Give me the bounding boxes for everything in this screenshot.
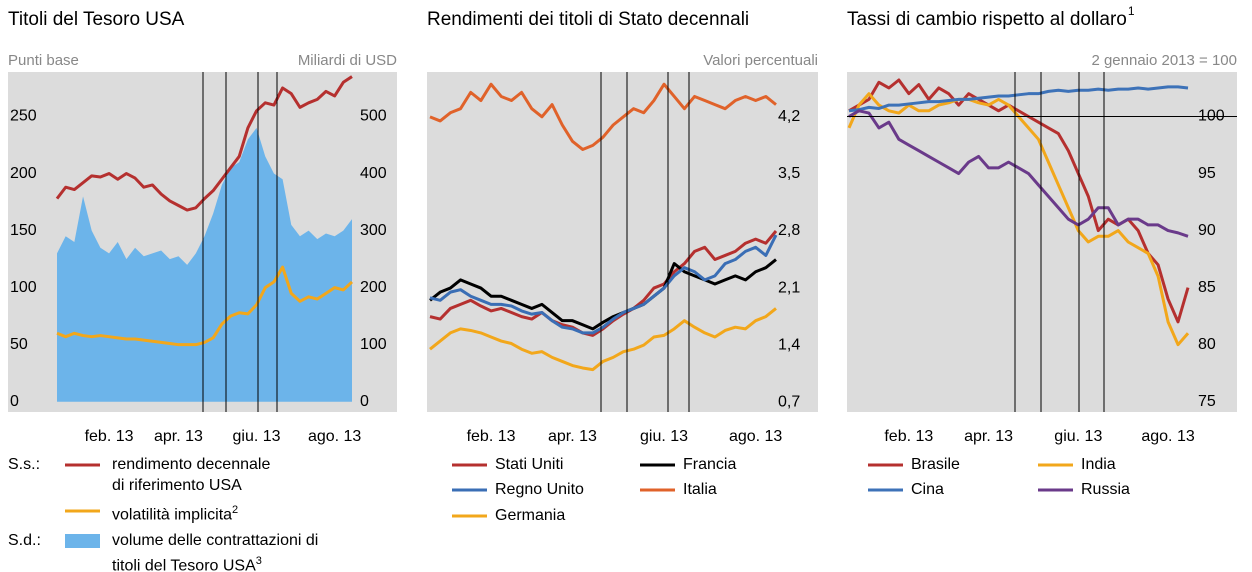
legend-entry: India xyxy=(1081,454,1221,475)
legend-entry: volume delle contrattazioni di titoli de… xyxy=(112,530,337,572)
y-axis-label: Valori percentuali xyxy=(703,52,818,69)
x-tick-label: apr. 13 xyxy=(548,428,597,445)
x-tick-label: apr. 13 xyxy=(154,428,203,445)
chart-title: Rendimenti dei titoli di Stato decennali xyxy=(427,9,749,30)
legend-text: rendimento decennale di riferimento USA xyxy=(112,454,287,496)
y-tick-label: 90 xyxy=(1198,222,1216,239)
legend-entry: rendimento decennale di riferimento USA xyxy=(112,454,287,496)
x-tick-label: apr. 13 xyxy=(964,428,1013,445)
legend-text: Cina xyxy=(911,479,1051,500)
legend-text: Germania xyxy=(495,505,635,526)
legend-text: volume delle contrattazioni di titoli de… xyxy=(112,530,337,572)
y2-tick-label: 400 xyxy=(360,165,387,182)
y-tick-label: 80 xyxy=(1198,336,1216,353)
legend-entry: Russia xyxy=(1081,479,1221,500)
legend-entry: volatilità implicita2 xyxy=(112,500,332,525)
y2-tick-label: 200 xyxy=(360,279,387,296)
y-tick-label: 75 xyxy=(1198,393,1216,410)
x-tick-label: feb. 13 xyxy=(467,428,516,445)
legend-label: rendimento decennale di riferimento USA xyxy=(112,456,271,494)
line xyxy=(429,307,777,372)
legend-note: 2 xyxy=(232,504,239,516)
legend-label: India xyxy=(1081,456,1116,473)
legend-entry: Francia xyxy=(683,454,823,475)
legend-group-label: S.s.: xyxy=(8,456,40,473)
legend-swatch xyxy=(65,534,100,548)
y-tick-label: 95 xyxy=(1198,165,1216,182)
chart-title: Titoli del Tesoro USA xyxy=(8,9,185,30)
legend-text: Regno Unito xyxy=(495,479,635,500)
x-tick-label: feb. 13 xyxy=(884,428,933,445)
legend-text: Italia xyxy=(683,479,823,500)
line xyxy=(848,78,1190,324)
title-note: 1 xyxy=(1128,4,1135,18)
legend-text: volatilità implicita2 xyxy=(112,500,332,525)
y-tick-label: 100 xyxy=(10,279,37,296)
y-tick-label: 0 xyxy=(10,393,19,410)
legend-entry: Brasile xyxy=(911,454,1051,475)
line xyxy=(429,82,777,151)
legend-label: volatilità implicita xyxy=(112,506,233,524)
legend-label: Cina xyxy=(911,481,944,498)
legend-text: Brasile xyxy=(911,454,1051,475)
legend-label: Russia xyxy=(1081,481,1130,498)
chart-title: Tassi di cambio rispetto al dollaro xyxy=(847,9,1127,30)
y2-tick-label: 100 xyxy=(360,336,387,353)
y-axis-label: 2 gennaio 2013 = 100 xyxy=(1091,52,1237,69)
legend-label: volume delle contrattazioni di titoli de… xyxy=(112,532,319,572)
legend-entry: Cina xyxy=(911,479,1051,500)
y2-tick-label: 500 xyxy=(360,108,387,125)
y-tick-label: 150 xyxy=(10,222,37,239)
area xyxy=(57,127,352,402)
legend-group-label: S.d.: xyxy=(8,532,41,549)
line xyxy=(429,258,777,331)
x-tick-label: ago. 13 xyxy=(1141,428,1194,445)
x-tick-label: ago. 13 xyxy=(729,428,782,445)
legend-label: Italia xyxy=(683,481,717,498)
y-axis-label: Punti base xyxy=(8,52,79,69)
legend-entry: Germania xyxy=(495,505,635,526)
y2-axis-label: Miliardi di USD xyxy=(298,52,397,69)
y2-tick-label: 0 xyxy=(360,393,369,410)
legend-text: Francia xyxy=(683,454,823,475)
legend-label: Brasile xyxy=(911,456,960,473)
x-tick-label: giu. 13 xyxy=(640,428,688,445)
plot-background xyxy=(427,72,818,412)
y-tick-label: 85 xyxy=(1198,279,1216,296)
x-tick-label: feb. 13 xyxy=(85,428,134,445)
legend-entry: Italia xyxy=(683,479,823,500)
legend-label: Regno Unito xyxy=(495,481,584,498)
y-tick-label: 1,4 xyxy=(778,336,800,353)
legend-entry: Regno Unito xyxy=(495,479,635,500)
y-tick-label: 50 xyxy=(10,336,28,353)
line xyxy=(55,75,353,212)
legend-text: India xyxy=(1081,454,1221,475)
line xyxy=(56,265,354,347)
legend-note: 3 xyxy=(255,555,262,567)
x-tick-label: giu. 13 xyxy=(233,428,281,445)
y-tick-label: 2,1 xyxy=(778,279,800,296)
line xyxy=(429,234,778,335)
legend-text: Stati Uniti xyxy=(495,454,635,475)
y2-tick-label: 300 xyxy=(360,222,387,239)
legend-label: Germania xyxy=(495,507,566,524)
plot-background xyxy=(847,72,1237,412)
legend-entry: Stati Uniti xyxy=(495,454,635,475)
line xyxy=(848,85,1189,113)
line xyxy=(848,109,1189,238)
y-tick-label: 0,7 xyxy=(778,393,800,410)
x-tick-label: giu. 13 xyxy=(1054,428,1102,445)
legend-text: Russia xyxy=(1081,479,1221,500)
y-tick-label: 250 xyxy=(10,108,37,125)
y-tick-label: 3,5 xyxy=(778,165,800,182)
legend-label: Stati Uniti xyxy=(495,456,564,473)
y-tick-label: 4,2 xyxy=(778,108,800,125)
y-tick-label: 2,8 xyxy=(778,222,800,239)
x-tick-label: ago. 13 xyxy=(308,428,361,445)
legend-label: Francia xyxy=(683,456,737,473)
y-tick-label: 200 xyxy=(10,165,37,182)
